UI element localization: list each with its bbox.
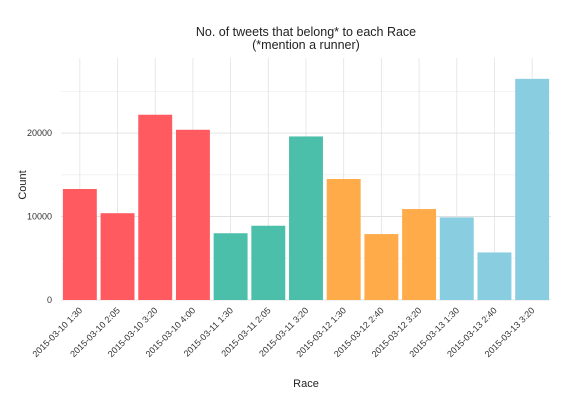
- bar-9: [364, 234, 399, 300]
- y-tick-labels: 0 10000 20000: [27, 128, 52, 305]
- bar-8: [326, 179, 361, 300]
- y-axis-label: Count: [17, 170, 29, 199]
- y-tick-label: 0: [47, 295, 52, 305]
- bar-6: [251, 225, 286, 300]
- bar-10: [402, 209, 437, 300]
- x-axis-label: Race: [293, 378, 319, 390]
- bar-5: [213, 233, 248, 300]
- bar-13: [515, 78, 550, 301]
- y-tick-label: 20000: [27, 128, 52, 138]
- bars-group: [62, 78, 550, 301]
- bar-12: [477, 252, 512, 300]
- bar-7: [289, 136, 323, 300]
- bar-1: [62, 189, 97, 300]
- bar-2: [100, 213, 135, 300]
- y-tick-label: 10000: [27, 212, 52, 222]
- bar-3: [138, 114, 173, 300]
- chart-subtitle: (*mention a runner): [252, 38, 360, 52]
- bar-11: [439, 217, 474, 300]
- bar-4: [175, 129, 210, 300]
- chart-title: No. of tweets that belong* to each Race: [196, 25, 416, 39]
